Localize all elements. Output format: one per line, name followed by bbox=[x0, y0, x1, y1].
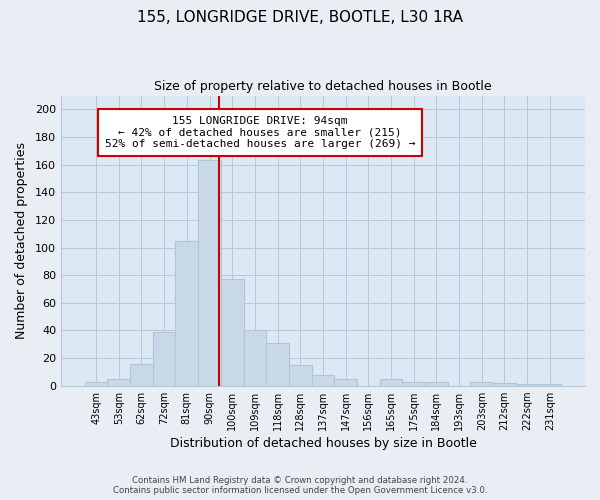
Y-axis label: Number of detached properties: Number of detached properties bbox=[15, 142, 28, 339]
Bar bbox=[266, 343, 289, 386]
Bar bbox=[153, 332, 175, 386]
Bar bbox=[289, 365, 311, 386]
Bar bbox=[244, 330, 266, 386]
Title: Size of property relative to detached houses in Bootle: Size of property relative to detached ho… bbox=[154, 80, 492, 93]
Bar bbox=[198, 160, 221, 386]
Bar bbox=[85, 382, 107, 386]
Text: 155 LONGRIDGE DRIVE: 94sqm
← 42% of detached houses are smaller (215)
52% of sem: 155 LONGRIDGE DRIVE: 94sqm ← 42% of deta… bbox=[105, 116, 415, 149]
Text: Contains HM Land Registry data © Crown copyright and database right 2024.
Contai: Contains HM Land Registry data © Crown c… bbox=[113, 476, 487, 495]
X-axis label: Distribution of detached houses by size in Bootle: Distribution of detached houses by size … bbox=[170, 437, 476, 450]
Bar bbox=[175, 240, 198, 386]
Bar bbox=[334, 379, 357, 386]
Bar bbox=[130, 364, 153, 386]
Bar bbox=[380, 379, 403, 386]
Bar bbox=[425, 382, 448, 386]
Bar bbox=[221, 280, 244, 386]
Bar bbox=[516, 384, 538, 386]
Bar bbox=[538, 384, 561, 386]
Bar bbox=[403, 382, 425, 386]
Bar bbox=[107, 379, 130, 386]
Bar bbox=[470, 382, 493, 386]
Bar bbox=[311, 374, 334, 386]
Text: 155, LONGRIDGE DRIVE, BOOTLE, L30 1RA: 155, LONGRIDGE DRIVE, BOOTLE, L30 1RA bbox=[137, 10, 463, 25]
Bar bbox=[493, 383, 516, 386]
